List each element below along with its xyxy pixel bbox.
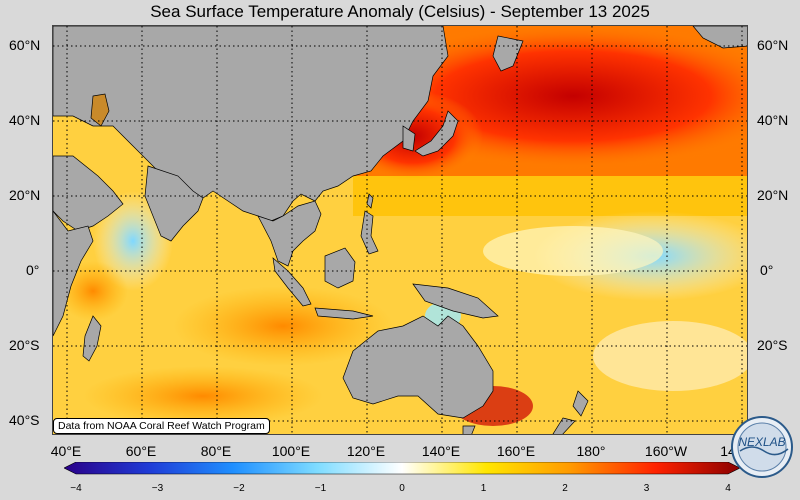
tasmania-land [462, 425, 476, 434]
colorbar-bar [63, 461, 741, 475]
lat-label-left-40s: 40°S [9, 412, 40, 428]
lat-label-right-60n: 60°N [757, 37, 789, 53]
indochina-land [257, 200, 322, 267]
colorbar-tick-label: 3 [643, 483, 650, 494]
lat-label-left-20n: 20°N [9, 187, 41, 203]
lat-label-right-20s: 20°S [757, 337, 788, 353]
landmasses [53, 26, 747, 434]
colorbar-tick-label: 1 [480, 483, 487, 494]
japan-land [414, 110, 459, 157]
colorbar-tick-label: 0 [399, 483, 405, 494]
lon-label-80e: 80°E [200, 443, 232, 459]
lon-label-140e: 140°E [421, 443, 461, 459]
lat-label-right-20n: 20°N [757, 187, 789, 203]
lon-label-60e: 60°E [125, 443, 157, 459]
lon-label-100e: 100°E [271, 443, 311, 459]
colorbar-graphic [63, 461, 741, 475]
graticule [53, 26, 747, 434]
lat-label-left-0: 0° [26, 262, 40, 278]
africa-land [53, 210, 94, 337]
colorbar [63, 461, 741, 485]
indian-ocean-warm-spot [58, 261, 128, 321]
map-canvas [53, 26, 747, 434]
java-land [314, 307, 374, 320]
colorbar-tick-label: −3 [151, 483, 164, 494]
new-zealand-land [552, 390, 589, 434]
sst-anomaly-map [52, 25, 748, 435]
sumatra-land [272, 257, 312, 307]
lon-label-180: 180° [576, 443, 606, 459]
data-credit-label: Data from NOAA Coral Reef Watch Program [53, 418, 270, 434]
colorbar-tick-label: −2 [233, 483, 245, 494]
lon-label-40e: 40°E [50, 443, 82, 459]
south-pacific-pale [593, 321, 747, 391]
new-guinea-land [412, 283, 499, 319]
colorbar-tick-label: 4 [725, 483, 731, 494]
taiwan-land [366, 193, 374, 209]
lat-label-right-0: 0° [760, 262, 774, 278]
colorbar-tick-label: 2 [562, 483, 568, 494]
australia-land [342, 315, 494, 419]
lat-label-left-20s: 20°S [9, 337, 40, 353]
north-america-land [692, 26, 747, 49]
philippines-land [360, 210, 379, 255]
nexlab-logo: NEXLAB [731, 416, 793, 478]
map-title: Sea Surface Temperature Anomaly (Celsius… [150, 2, 650, 21]
lon-label-160w: 160°W [644, 443, 688, 459]
lat-label-left-60n: 60°N [9, 37, 41, 53]
lat-label-left-40n: 40°N [9, 112, 41, 128]
lat-label-right-40n: 40°N [757, 112, 789, 128]
kamchatka-land [492, 35, 524, 72]
borneo-land [324, 247, 356, 289]
lon-label-120e: 120°E [346, 443, 386, 459]
korea-land [402, 125, 416, 152]
madagascar-land [82, 315, 102, 362]
india-land [144, 165, 204, 242]
colorbar-tick-label: −4 [70, 483, 82, 494]
lon-label-160e: 160°E [496, 443, 536, 459]
colorbar-tick-label: −1 [314, 483, 327, 494]
arabia-land [53, 155, 124, 232]
southern-ocean-mixed [83, 366, 323, 426]
svg-text:NEXLAB: NEXLAB [738, 435, 785, 449]
equatorial-pale-band [483, 226, 663, 276]
caspian-sea [90, 93, 110, 127]
